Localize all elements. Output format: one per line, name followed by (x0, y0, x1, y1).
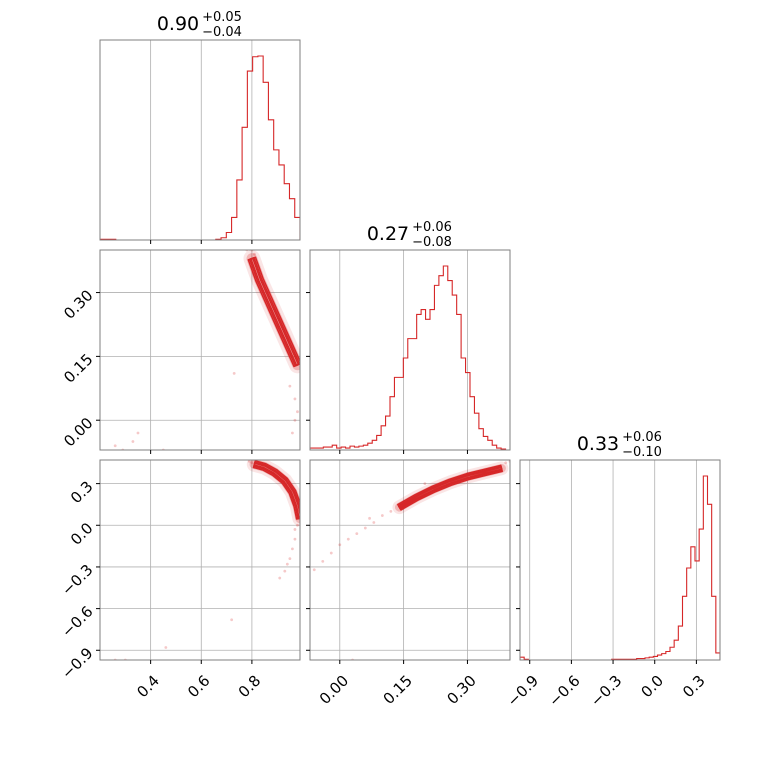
x-tick-label: 0.30 (443, 672, 479, 708)
contour-fill-inner (394, 463, 506, 512)
y-tick-label: −0.3 (58, 561, 96, 599)
scatter-point (288, 557, 292, 561)
x-tick-label: 0.3 (679, 672, 709, 702)
contour-fill-inner (246, 253, 300, 371)
contour-line-0 (252, 460, 300, 520)
contour-line-1 (253, 461, 300, 520)
hist-panel-0 (100, 40, 300, 240)
contour-line-2 (398, 466, 503, 509)
x-tick-label: −0.9 (504, 672, 542, 710)
scatter-point (136, 431, 140, 435)
hist-title-minus-0: −0.04 (202, 25, 242, 40)
scatter-point (113, 444, 117, 448)
scatter-point (164, 646, 168, 649)
scatter-point (293, 418, 297, 422)
y-tick-label: −0.9 (58, 644, 96, 682)
pair-panel-0 (100, 244, 300, 450)
histogram-step-2 (520, 475, 720, 660)
hist-frame-1 (309, 249, 511, 451)
hist-title-minus-2: −0.10 (622, 445, 662, 460)
scatter-point (389, 509, 393, 513)
y-tick-label: 0.15 (60, 350, 96, 386)
histogram-step-0 (100, 55, 300, 240)
contour-line-2 (253, 462, 300, 520)
contour-line-0 (397, 464, 503, 511)
scatter-point (283, 569, 287, 573)
scatter-point (285, 562, 289, 566)
y-tick-label: −0.6 (58, 602, 96, 640)
panels: 0.90 +0.05−0.040.27 +0.06−0.080.33 +0.06−0.… (58, 10, 721, 710)
x-tick-label: 0.0 (637, 672, 667, 702)
x-tick-label: 0.00 (316, 672, 352, 708)
scatter-point (253, 252, 256, 256)
scatter-point (321, 559, 325, 563)
scatter-point (355, 532, 359, 536)
scatter-point (278, 576, 282, 580)
scatter-point (380, 514, 384, 517)
y-tick-label: 0.0 (67, 519, 97, 549)
contour-line-1 (397, 465, 503, 510)
scatter-point (288, 384, 292, 388)
contour-fill-inner (249, 460, 300, 524)
x-tick-label: 0.4 (133, 672, 163, 702)
x-tick-label: −0.6 (545, 672, 583, 710)
hist-title-1: 0.27 (367, 223, 409, 245)
contour-fill-outer (392, 461, 509, 515)
x-tick-label: 0.6 (184, 672, 214, 702)
hist-frame-2 (519, 459, 721, 661)
scatter-point (230, 618, 234, 622)
scatter-point (504, 461, 508, 465)
scatter-point (293, 528, 297, 531)
y-tick-label: 0.30 (60, 286, 96, 322)
scatter-point (293, 537, 297, 541)
y-tick-label: 0.3 (67, 477, 97, 507)
hist-panel-1 (310, 250, 510, 450)
scatter-point (368, 516, 371, 520)
hist-title-plus-1: +0.06 (412, 220, 452, 235)
scatter-point (296, 410, 299, 414)
x-tick-label: 0.15 (380, 672, 416, 708)
contour-line-2 (250, 257, 300, 367)
histogram-step-1 (310, 265, 510, 450)
pair-frame-0 (99, 249, 301, 451)
hist-panel-2 (520, 460, 720, 660)
scatter-point (338, 543, 342, 547)
hist-title-minus-1: −0.08 (412, 235, 452, 250)
scatter-point (423, 482, 427, 486)
hist-title-plus-2: +0.06 (622, 430, 662, 445)
pair-panel-2 (310, 460, 510, 660)
scatter-point (346, 537, 350, 541)
x-tick-label: −0.3 (587, 672, 625, 710)
scatter-point (291, 547, 294, 551)
scatter-point (293, 397, 297, 401)
pair-frame-1 (99, 459, 301, 661)
scatter-point (329, 551, 333, 555)
scatter-point (296, 523, 299, 527)
contour-fill-outer (243, 250, 300, 374)
hist-title-2: 0.33 (577, 433, 619, 455)
hist-title-0: 0.90 (157, 13, 199, 35)
scatter-point (248, 244, 251, 247)
scatter-point (312, 568, 316, 572)
scatter-point (291, 431, 294, 435)
y-tick-label: 0.00 (60, 414, 96, 450)
scatter-point (250, 461, 254, 465)
pair-panel-1 (100, 460, 300, 660)
hist-frame-0 (99, 39, 301, 241)
pair-frame-2 (309, 459, 511, 661)
x-tick-label: 0.8 (235, 672, 265, 702)
scatter-point (363, 526, 367, 530)
contour-fill-outer (246, 460, 300, 526)
contour-line-0 (247, 256, 300, 368)
scatter-point (247, 460, 251, 463)
scatter-point (232, 372, 236, 375)
scatter-point (131, 440, 135, 443)
scatter-point (372, 521, 376, 524)
hist-title-plus-0: +0.05 (202, 10, 242, 25)
